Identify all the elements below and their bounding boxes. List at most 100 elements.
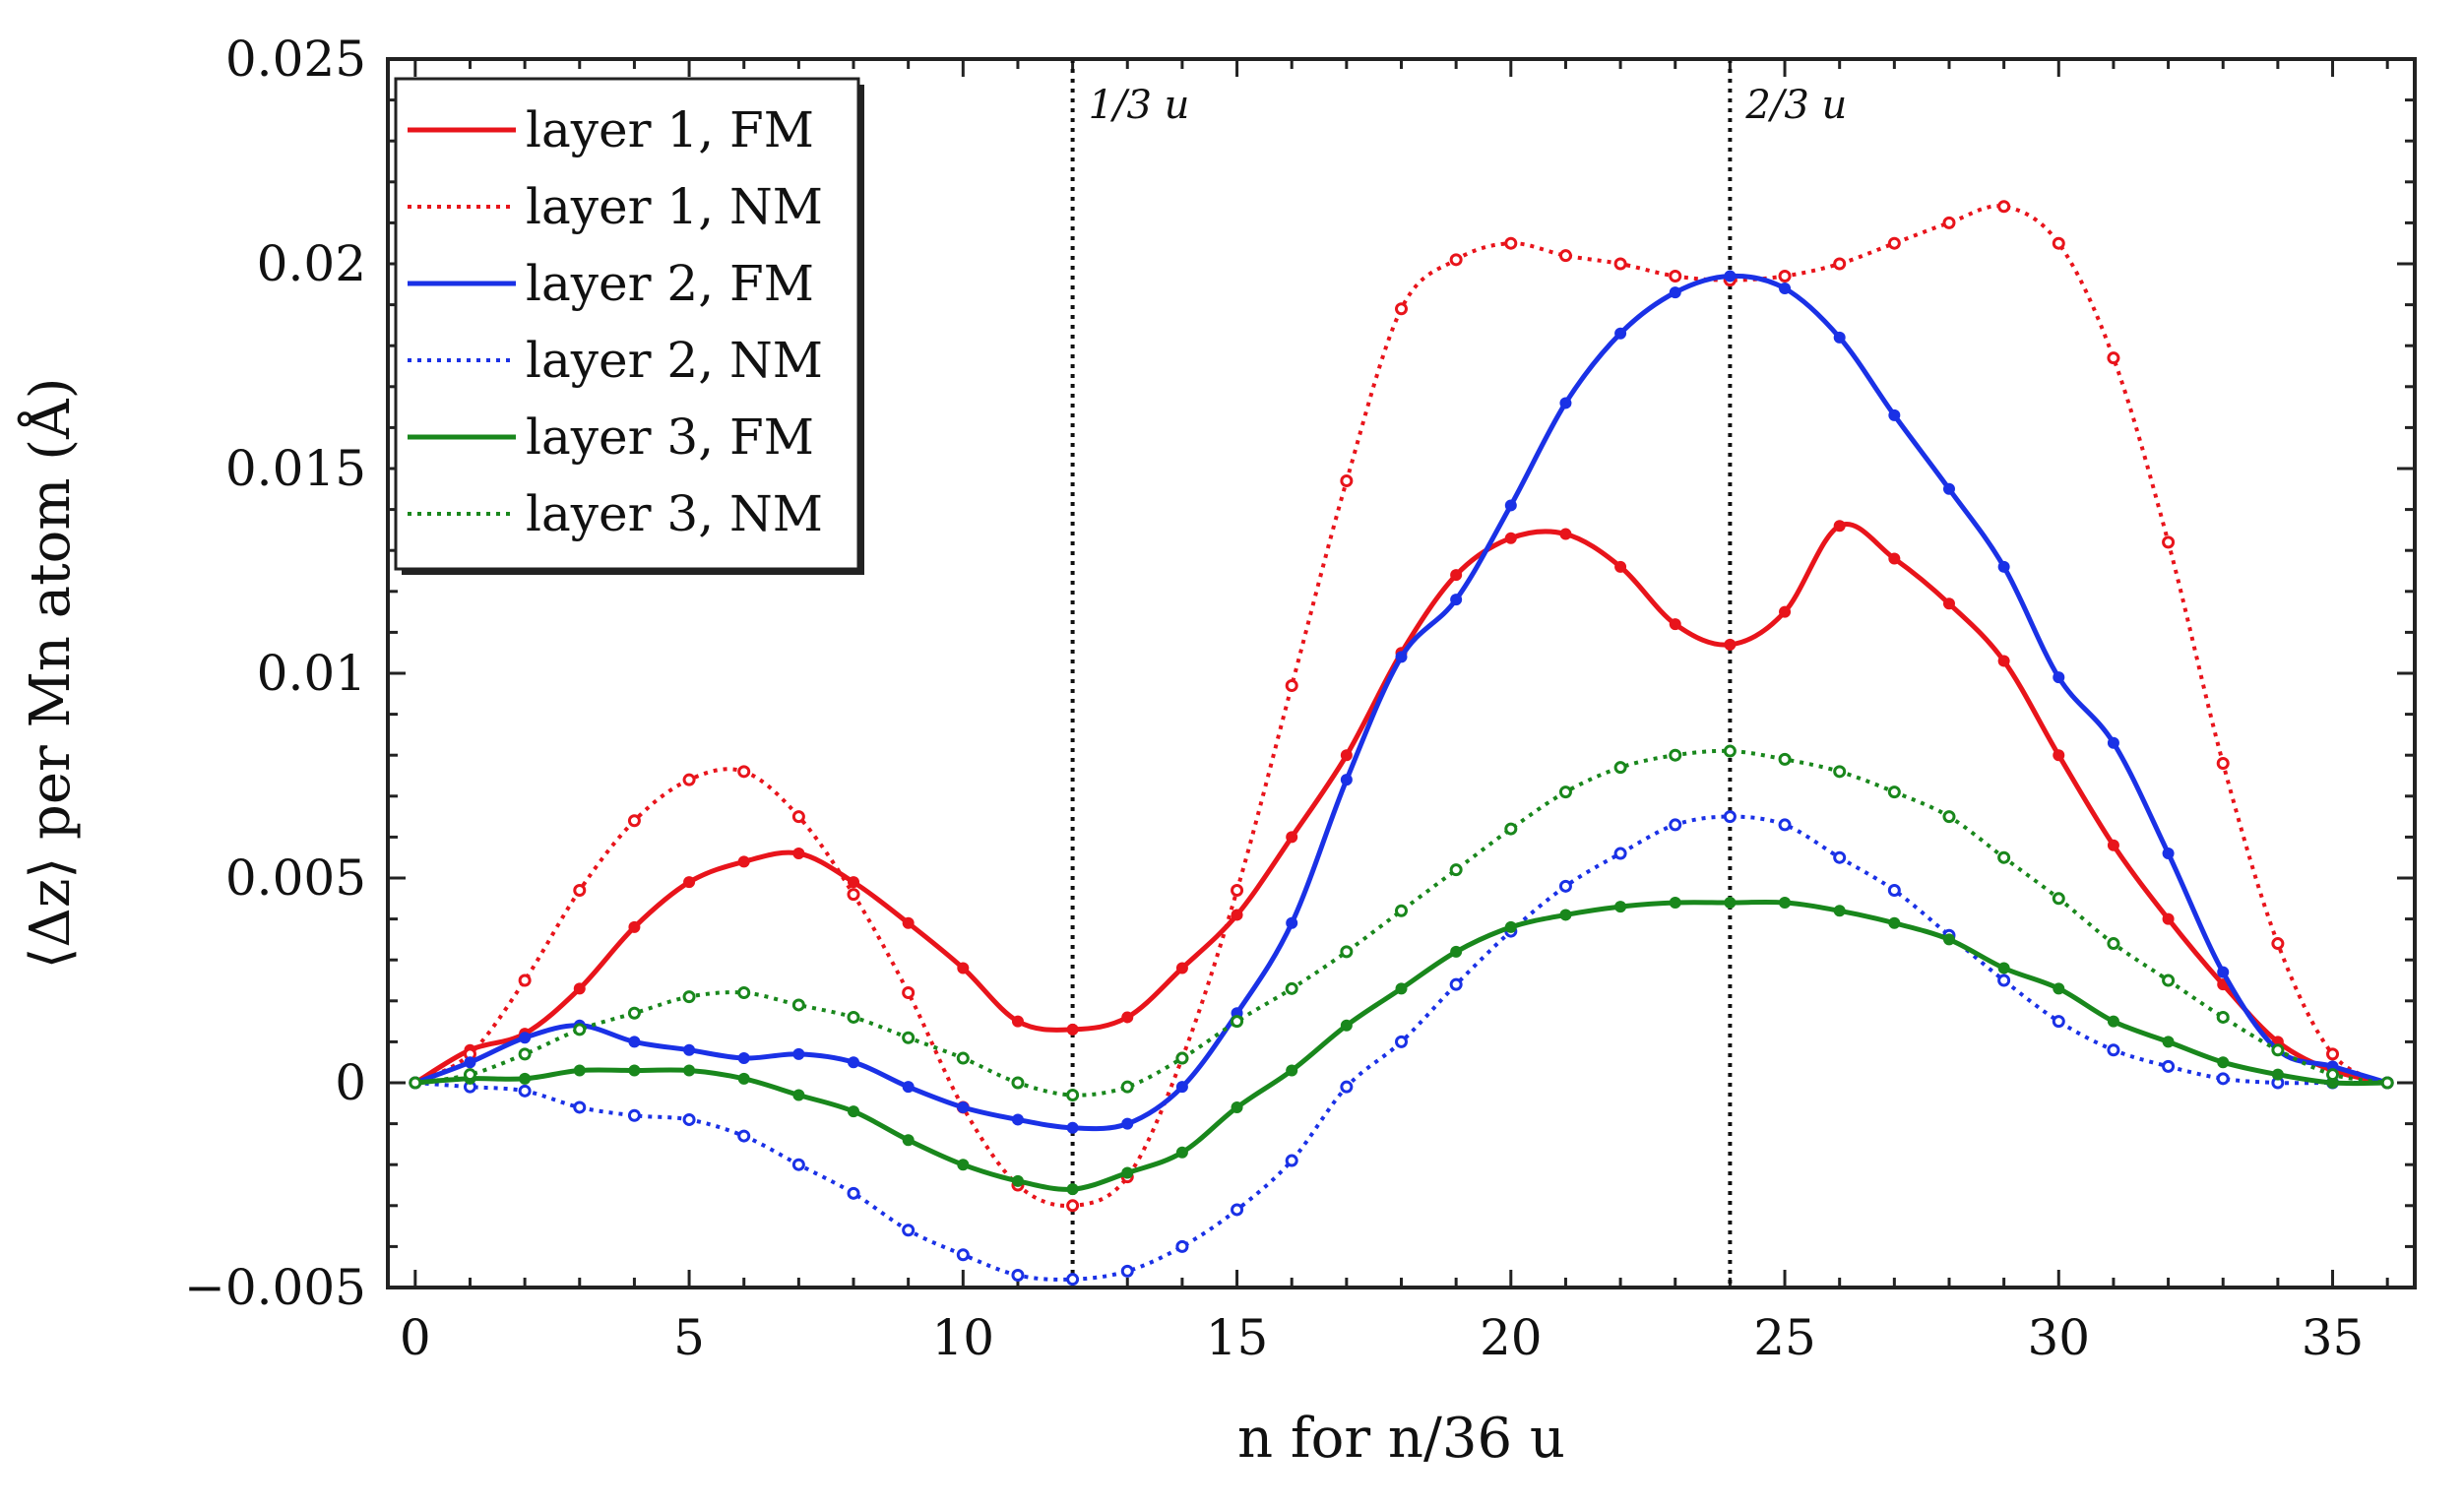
data-point [1340, 945, 1354, 959]
data-point [1175, 1081, 1188, 1094]
data-point [1504, 920, 1517, 933]
data-point [1833, 520, 1846, 533]
data-point [1340, 749, 1353, 762]
y-tick-label: 0.025 [225, 31, 366, 88]
data-point [573, 1064, 586, 1077]
legend-layer[interactable]: layer 1, FM layer 1, NM layer 2, FM layer 2… [394, 77, 864, 575]
data-point [1558, 249, 1572, 263]
y-tick-label: −0.005 [184, 1259, 366, 1316]
data-point [1997, 974, 2011, 987]
data-point [1231, 883, 1244, 897]
data-point [1669, 286, 1681, 299]
data-point [1723, 744, 1737, 758]
data-point [1833, 905, 1846, 917]
data-point [1779, 896, 1792, 909]
data-point [1175, 1051, 1189, 1065]
data-point [1066, 1023, 1079, 1036]
data-point [1121, 1117, 1134, 1130]
data-point [1614, 560, 1627, 573]
data-point [737, 1072, 750, 1085]
data-point [1504, 236, 1518, 250]
data-point [1887, 883, 1901, 897]
data-point [1340, 774, 1353, 786]
data-point [1559, 909, 1572, 921]
data-point [1669, 748, 1682, 762]
data-point [1121, 1166, 1134, 1179]
series-6 [409, 744, 2394, 1101]
data-point [2162, 848, 2175, 860]
data-point [1942, 933, 1955, 946]
data-point [2216, 1072, 2230, 1086]
data-point [1778, 752, 1792, 766]
data-point [518, 1047, 532, 1061]
data-point [1285, 981, 1298, 995]
data-point [2053, 982, 2065, 995]
data-point [2326, 1047, 2340, 1061]
data-point [1175, 1239, 1189, 1253]
data-point [573, 1023, 587, 1037]
data-point [848, 876, 860, 889]
data-point [1231, 1100, 1243, 1113]
data-point [1779, 605, 1792, 618]
data-point [1066, 1183, 1079, 1196]
data-point [1887, 785, 1901, 799]
x-tick-label: 0 [400, 1309, 431, 1366]
legend-label: layer 2, FM [526, 255, 814, 312]
data-point [1449, 253, 1463, 267]
data-point [1833, 765, 1847, 779]
data-point [2271, 1068, 2284, 1081]
data-point [1669, 269, 1682, 283]
data-point [573, 883, 587, 897]
data-point [1175, 1146, 1188, 1159]
y-tick-label: 0.015 [225, 440, 366, 497]
data-point [1942, 482, 1955, 495]
y-tick-label: 0 [335, 1054, 366, 1111]
data-point [1724, 270, 1737, 283]
data-point [902, 1081, 915, 1094]
data-point [791, 998, 805, 1012]
data-point [1450, 945, 1463, 958]
data-point [1888, 552, 1901, 565]
data-point [1669, 896, 1681, 909]
data-point [1723, 810, 1737, 824]
x-tick-label: 30 [2027, 1309, 2090, 1366]
data-point [957, 1100, 970, 1113]
plot-frame [386, 57, 2417, 1289]
data-point [1888, 916, 1901, 929]
data-point [2271, 937, 2285, 951]
data-point [1449, 977, 1463, 991]
data-point [409, 1076, 422, 1090]
data-point [1887, 236, 1901, 250]
data-point [1724, 896, 1737, 909]
data-point [1614, 901, 1627, 913]
data-point [2053, 671, 2065, 684]
data-point [2216, 1010, 2230, 1024]
data-point [1559, 528, 1572, 540]
data-point [1011, 1113, 1024, 1126]
data-point [1231, 1203, 1244, 1217]
data-point [1669, 618, 1681, 631]
data-point [1066, 1121, 1079, 1134]
data-point [1286, 916, 1298, 929]
data-point [2162, 1059, 2176, 1073]
reference-vline-label: 1/3 u [1089, 83, 1190, 128]
data-point [1613, 257, 1627, 271]
data-point [1286, 831, 1298, 844]
data-point [2217, 1056, 2230, 1069]
data-point [1997, 560, 2010, 573]
data-point [1833, 331, 1846, 344]
data-point [792, 1089, 805, 1101]
data-point [463, 1068, 476, 1082]
data-point [683, 1064, 696, 1077]
data-point [902, 1134, 915, 1147]
data-point [1011, 1015, 1024, 1028]
data-point [464, 1056, 476, 1069]
data-point [956, 1051, 970, 1065]
data-point [2380, 1076, 2394, 1090]
data-point [1066, 1273, 1080, 1287]
series-3 [409, 270, 2394, 1134]
data-point [1340, 473, 1354, 487]
data-point [1614, 327, 1627, 340]
data-point [737, 985, 751, 999]
